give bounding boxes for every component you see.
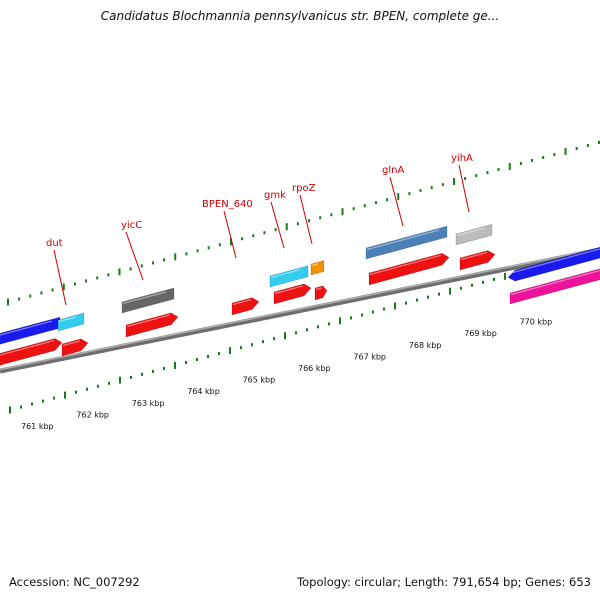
inner-red-dut-highlight <box>62 340 81 347</box>
inner-red-glna <box>368 252 450 286</box>
kbp-label: 770 kbp <box>520 318 553 327</box>
reverse-magenta-right-highlight <box>510 269 600 296</box>
inner-red-gmk-highlight <box>274 285 304 295</box>
reverse-magenta-right <box>509 268 600 305</box>
outer-lightgray-yiha-highlight <box>456 227 485 237</box>
kbp-label: 763 kbp <box>132 399 165 408</box>
accession-text: Accession: NC_007292 <box>9 575 140 589</box>
gene-label-rpoz: rpoZ <box>292 183 316 194</box>
feature-tracks <box>0 223 600 366</box>
outer-gray-yicc-highlight <box>122 291 167 305</box>
kbp-label: 768 kbp <box>409 341 442 350</box>
map-title: Candidatus Blochmannia pennsylvanicus st… <box>100 9 500 23</box>
kbp-labels: 761 kbp 762 kbp 763 kbp 764 kbp 765 kbp 766 k… <box>21 318 552 431</box>
kbp-label: 765 kbp <box>243 376 276 385</box>
inner-red-bpen640 <box>231 297 260 316</box>
backbone-line <box>0 247 600 374</box>
outer-lightgray-yiha <box>455 223 493 246</box>
inner-red-yiha <box>459 250 496 271</box>
kbp-label: 766 kbp <box>298 364 331 373</box>
inner-red-rpoz-highlight <box>315 287 322 291</box>
reverse-blue-right <box>507 246 600 282</box>
outer-steelblue-glna <box>365 225 448 260</box>
inner-red-yicc-highlight <box>126 314 171 328</box>
inner-red-left <box>0 338 63 366</box>
gene-leader-line <box>125 231 144 281</box>
outer-cyan-dut-highlight <box>58 316 77 323</box>
outer-cyan-dut <box>57 312 85 332</box>
outer-steelblue-glna-highlight <box>366 229 440 251</box>
gene-label-gmk: gmk <box>264 190 286 201</box>
gene-label-glna: glnA <box>382 165 404 176</box>
reverse-blue-right-highlight <box>508 248 600 275</box>
gene-leader-line <box>53 249 67 306</box>
gene-label-dut: dut <box>46 238 63 249</box>
inner-red-yiha-highlight <box>460 251 488 261</box>
kbp-label: 769 kbp <box>464 329 497 338</box>
inner-red-dut <box>61 338 89 357</box>
inner-red-bpen640-highlight <box>232 299 252 306</box>
kbp-label: 767 kbp <box>353 352 386 361</box>
inner-red-rpoz <box>314 285 328 301</box>
outer-cyan-gmk-highlight <box>270 269 301 279</box>
inner-red-yicc <box>125 312 179 338</box>
topology-summary: Topology: circular; Length: 791,654 bp; … <box>297 575 591 589</box>
gene-leader-line <box>458 164 470 213</box>
gene-leader-line <box>389 176 404 227</box>
gene-label-bpen-640: BPEN_640 <box>202 199 253 210</box>
inner-red-glna-highlight <box>369 254 442 276</box>
outer-gray-yicc <box>121 287 175 314</box>
outer-orange-rpoz-highlight <box>311 263 319 267</box>
inner-red-gmk <box>273 283 312 305</box>
kbp-label: 764 kbp <box>187 387 220 396</box>
backbone-highlight <box>0 247 600 371</box>
genome-backbone <box>0 247 600 374</box>
outer-orange-rpoz <box>310 260 325 276</box>
gene-leader-line <box>223 210 237 259</box>
kbp-label: 761 kbp <box>21 422 54 431</box>
outer-blue-left-highlight <box>0 320 53 336</box>
outer-cyan-gmk <box>269 265 309 288</box>
gene-label-yicc: yicC <box>121 220 142 231</box>
gene-label-yiha: yihA <box>451 153 473 164</box>
inner-red-left-highlight <box>0 339 55 356</box>
gene-leader-line <box>270 201 285 249</box>
kbp-label: 762 kbp <box>76 410 109 419</box>
gene-leader-line <box>299 194 313 245</box>
